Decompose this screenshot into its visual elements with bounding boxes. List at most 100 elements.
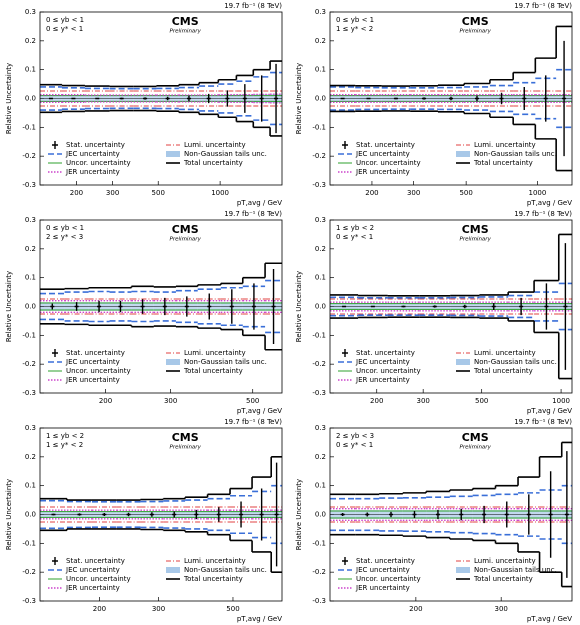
uncertainty-line [472,508,496,521]
uncertainty-line [489,94,514,103]
y-tick-label: -0.2 [22,360,36,368]
plot-frame [329,11,573,186]
rapidity-label: 0 ≤ y* < 1 [46,25,83,33]
legend-entry: Lumi. uncertainty [166,557,246,565]
y-tick-label: -0.3 [312,181,326,189]
total-step [162,497,186,532]
x-tick-label: 200 [93,605,106,613]
legend-entry: JER uncertainty [48,168,120,176]
uncertainty-line [116,506,141,523]
y-tick-label: 0.3 [315,8,326,16]
uncertainty-line [230,509,253,520]
uncertainty-line [66,509,92,520]
legend-label: Non-Gaussian tails unc. [474,150,557,158]
rapidity-label: 0 ≤ y* < 1 [336,233,373,241]
y-tick-label: 0.1 [25,482,36,490]
legend-entry: JEC uncertainty [48,566,120,574]
y-tick-label: -0.1 [312,331,326,339]
cms-label: CMS [172,223,199,236]
x-tick-label: 1000 [552,397,570,405]
x-tick-label: 500 [152,189,165,197]
x-tick-label: 1000 [528,189,546,197]
uncertainty-line [265,298,282,315]
uncertainty-line [109,90,134,107]
lumi-label: 19.7 fb⁻¹ (8 TeV) [224,2,282,10]
uncertainty-line [355,90,382,107]
legend-entry: Uncor. uncertainty [48,159,131,167]
x-tick-label: 500 [475,397,488,405]
uncertainty-line [271,506,282,523]
legend-entry: JER uncertainty [338,584,410,592]
rapidity-label: 1 ≤ yb < 2 [46,432,84,440]
total-step [378,492,403,537]
legend-entry: Lumi. uncertainty [456,557,536,565]
y-tick-label: 0.0 [315,303,326,311]
legend-entry: Non-Gaussian tails unc. [166,358,267,366]
total-step [330,493,356,536]
total-step [517,476,540,553]
uncertainty-line [153,291,176,322]
uncertainty-line [218,83,237,114]
legend-entry: JER uncertainty [48,376,120,384]
legend-label: JEC uncertainty [355,358,410,366]
y-tick-label: 0.1 [25,66,36,74]
uncertainty-line [437,90,465,107]
uncertainty-line [109,94,134,103]
legend-swatch [456,567,470,573]
legend-label: JER uncertainty [65,376,120,384]
uncertainty-line [489,90,514,107]
uncertainty-line [91,509,117,520]
uncertainty-line [464,94,490,103]
uncertainty-line [381,87,411,110]
legend-label: Total uncertainty [183,159,243,167]
x-tick-label: 300 [416,397,429,405]
legend-entry: Lumi. uncertainty [456,349,536,357]
uncertainty-line [156,87,179,110]
lumi-label: 19.7 fb⁻¹ (8 TeV) [514,210,572,218]
uncertainty-line [156,90,179,107]
total-step [437,84,465,113]
preliminary-label: Preliminary [170,29,202,35]
uncertainty-line [88,300,110,313]
uncertainty-line [163,509,186,520]
uncertainty-line [109,298,132,315]
uncertainty-line [495,493,519,536]
uncertainty-line [450,298,480,315]
uncertainty-line [437,94,465,103]
y-tick-label: 0.2 [315,245,326,253]
legend-label: JEC uncertainty [65,150,120,158]
y-tick-label: 0.2 [25,245,36,253]
legend-entry: Non-Gaussian tails unc. [166,150,267,158]
uncertainty-line [381,90,411,107]
uncertainty-line [464,86,490,111]
y-tick-label: 0.2 [25,37,36,45]
y-tick-label: 0.0 [315,95,326,103]
uncertainty-line [330,497,356,532]
uncertainty-line [437,86,465,111]
total-step [220,282,243,331]
uncertainty-line [64,291,89,322]
y-tick-label: 0.3 [315,216,326,224]
rapidity-label: 1 ≤ y* < 2 [336,25,373,33]
y-axis-label: Relative Uncertainty [295,63,303,134]
legend-entry: Stat. uncertainty [52,557,125,565]
total-step [471,487,496,542]
rapidity-label: 0 ≤ yb < 1 [336,16,374,24]
legend-entry: Uncor. uncertainty [48,367,131,375]
total-step [449,294,480,319]
uncertainty-line [472,494,496,535]
cms-label: CMS [172,15,199,28]
y-tick-label: 0.0 [315,511,326,519]
uncertainty-line [175,289,198,324]
y-tick-label: -0.1 [22,331,36,339]
legend-label: JEC uncertainty [65,566,120,574]
legend-entry: JEC uncertainty [48,358,120,366]
uncertainty-line [379,506,403,523]
uncertainty-line [539,508,562,521]
total-step [133,85,157,112]
rapidity-label: 0 ≤ yb < 1 [46,16,84,24]
uncertainty-line [163,500,186,529]
total-step [533,279,559,334]
rapidity-label: 2 ≤ yb < 3 [336,432,374,440]
